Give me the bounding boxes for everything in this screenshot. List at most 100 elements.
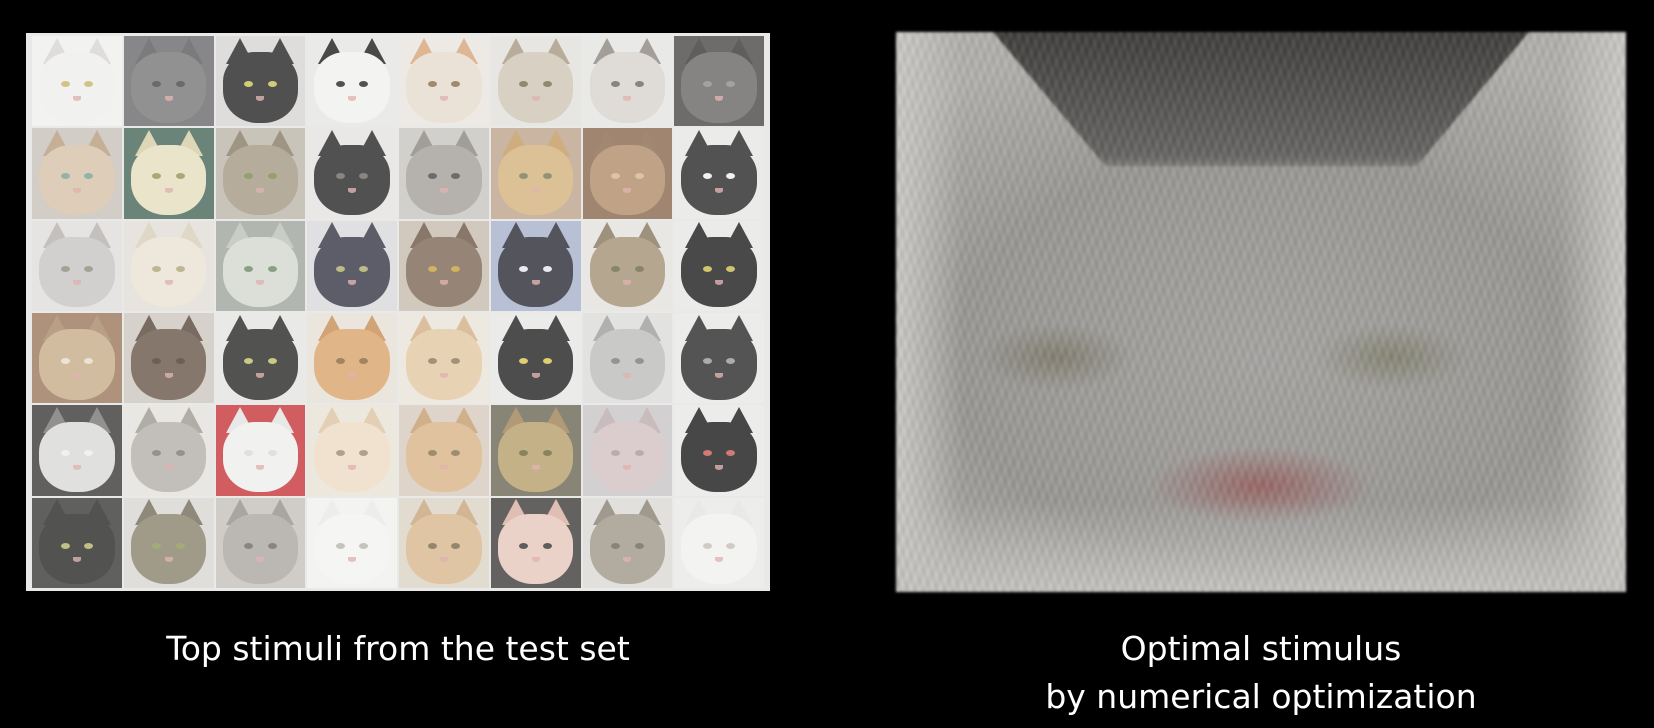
cat-nose [256, 280, 265, 286]
stimulus-thumbnail [307, 405, 397, 496]
cat-eye-left [611, 542, 621, 549]
cat-nose [715, 464, 724, 470]
cat-face [681, 513, 757, 585]
cat-eye-right [634, 358, 644, 365]
cat-eye-left [611, 173, 621, 180]
cat-nose [348, 557, 357, 563]
cat-eye-left [335, 542, 345, 549]
stimulus-thumbnail [307, 497, 397, 588]
cat-face [314, 52, 390, 123]
cat-eye-left [427, 265, 437, 272]
cat-nose [256, 95, 265, 101]
cat-eye-right [542, 542, 552, 549]
cat-eye-right [84, 450, 94, 457]
cat-nose [439, 372, 448, 378]
cat-eye-left [152, 542, 162, 549]
thumbnail-wash [307, 128, 397, 219]
cat-eye-right [175, 542, 185, 549]
thumbnail-wash [674, 36, 764, 127]
stimulus-thumbnail [674, 128, 764, 219]
cat-eye-right [726, 265, 736, 272]
cat-eye-left [427, 450, 437, 457]
cat-face [497, 144, 574, 216]
stimulus-thumbnail [215, 36, 306, 127]
cat-face [130, 52, 207, 123]
thumbnail-wash [490, 128, 581, 219]
stimulus-thumbnail [582, 220, 673, 311]
cat-eye-left [702, 358, 712, 365]
cat-face [406, 236, 482, 308]
stimulus-thumbnail [490, 313, 581, 404]
cat-eye-right [175, 173, 185, 180]
stimulus-thumbnail [123, 497, 214, 588]
thumbnail-wash [399, 220, 489, 311]
cat-face [589, 236, 666, 308]
cat-nose [256, 372, 265, 378]
cat-eye-right [267, 173, 277, 180]
cat-eye-left [519, 358, 529, 365]
cat-face [39, 144, 115, 216]
cat-eye-left [702, 265, 712, 272]
thumbnail-wash [32, 405, 122, 496]
cat-face [497, 329, 574, 400]
cat-nose [531, 372, 540, 378]
optimal-stimulus-texture [896, 32, 1626, 592]
cat-nose [623, 464, 632, 470]
stimulus-thumbnail [32, 497, 122, 588]
thumbnail-wash [307, 497, 397, 588]
cat-eye-right [634, 542, 644, 549]
thumbnail-wash [307, 405, 397, 496]
cat-eye-right [542, 173, 552, 180]
thumbnail-wash [490, 405, 581, 496]
cat-face [130, 144, 207, 216]
cat-eye-left [519, 173, 529, 180]
stimulus-thumbnail [490, 405, 581, 496]
cat-nose [531, 95, 540, 101]
cat-eye-left [244, 81, 254, 88]
cat-face [681, 236, 757, 308]
cat-eye-left [427, 358, 437, 365]
cat-nose [348, 372, 357, 378]
stimulus-thumbnail [674, 497, 764, 588]
cat-nose [164, 95, 173, 101]
cat-eye-left [244, 173, 254, 180]
cat-eye-right [267, 81, 277, 88]
cat-nose [72, 280, 81, 286]
cat-nose [439, 464, 448, 470]
cat-nose [715, 187, 724, 193]
cat-nose [531, 280, 540, 286]
cat-face [39, 236, 115, 308]
stimulus-thumbnail [215, 313, 306, 404]
thumbnail-wash [490, 220, 581, 311]
optimal-stimulus-caption: Optimal stimulus by numerical optimizati… [896, 625, 1626, 721]
stimulus-thumbnail [490, 36, 581, 127]
cat-face [222, 421, 299, 493]
stimulus-thumbnail [32, 220, 122, 311]
cat-eye-left [519, 542, 529, 549]
thumbnail-wash [123, 220, 214, 311]
thumbnail-wash [123, 313, 214, 404]
cat-face [589, 144, 666, 216]
cat-eye-right [451, 542, 461, 549]
cat-face [406, 144, 482, 216]
thumbnail-wash [215, 313, 306, 404]
cat-eye-right [359, 81, 369, 88]
stimulus-thumbnail [582, 405, 673, 496]
stimulus-thumbnail [215, 220, 306, 311]
thumbnail-wash [215, 36, 306, 127]
cat-nose [72, 187, 81, 193]
cat-face [130, 329, 207, 400]
cat-eye-left [335, 450, 345, 457]
stimulus-thumbnail [32, 405, 122, 496]
thumbnail-wash [215, 405, 306, 496]
stimulus-thumbnail [215, 405, 306, 496]
cat-nose [439, 187, 448, 193]
optimal-stimulus-image [896, 32, 1626, 592]
cat-face [497, 421, 574, 493]
cat-face [681, 52, 757, 123]
stimulus-thumbnail [582, 313, 673, 404]
cat-eye-right [542, 265, 552, 272]
thumbnail-wash [307, 36, 397, 127]
thumbnail-wash [674, 128, 764, 219]
cat-nose [623, 280, 632, 286]
